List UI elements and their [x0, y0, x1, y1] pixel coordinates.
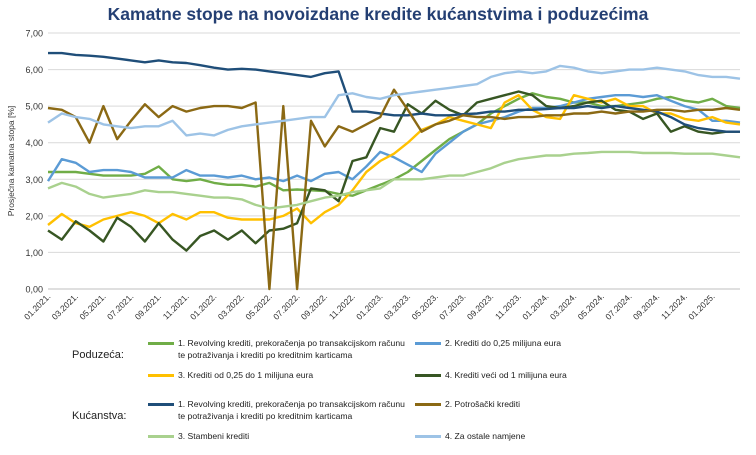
x-tick-label: 03.2021.: [50, 291, 80, 321]
y-tick-label: 6,00: [25, 65, 43, 75]
legend-swatch: [415, 342, 441, 345]
series-line-8: [47, 64, 741, 137]
y-axis-label: Prosječna kamatna stopa [%]: [6, 106, 16, 217]
legend-group-label: Poduzeća:: [72, 349, 124, 361]
x-tick-label: 01.2023.: [354, 291, 384, 321]
legend-swatch: [415, 374, 441, 377]
y-tick-label: 1,00: [25, 248, 43, 258]
series-line-6: [47, 88, 741, 291]
x-tick-label: 07.2022.: [271, 291, 301, 321]
legend-item: 4. Za ostale namjene: [445, 431, 526, 441]
series-line-7: [47, 150, 741, 210]
x-tick-label: 05.2022.: [243, 291, 273, 321]
legend-swatch: [148, 374, 174, 377]
legend-group-label: Kućanstva:: [72, 410, 127, 422]
y-tick-label: 3,00: [25, 175, 43, 185]
x-tick-label: 01.2022.: [188, 291, 218, 321]
chart-title: Kamatne stope na novoizdane kredite kuća…: [107, 4, 649, 24]
legend-swatch: [148, 435, 174, 438]
x-tick-label: 09.2024.: [631, 291, 661, 321]
legend-item: 1. Revolving krediti, prekoračenja po tr…: [178, 338, 405, 360]
series-line-4: [47, 90, 740, 252]
legend-swatch: [415, 403, 441, 406]
y-tick-label: 7,00: [25, 29, 43, 39]
series-line-3: [47, 93, 741, 229]
x-tick-label: 01.2021.: [22, 291, 52, 321]
y-tick-label: 4,00: [25, 138, 43, 148]
x-tick-label: 05.2024.: [576, 291, 606, 321]
y-tick-label: 2,00: [25, 211, 43, 221]
legend-swatch: [415, 435, 441, 438]
series-line-2: [46, 93, 741, 183]
y-tick-label: 0,00: [25, 285, 43, 295]
x-tick-label: 05.2023.: [409, 291, 439, 321]
legend-item: 3. Krediti od 0,25 do 1 milijuna eura: [178, 370, 314, 380]
x-tick-label: 01.2024.: [520, 291, 550, 321]
x-tick-label: 05.2021.: [77, 291, 107, 321]
series-line-5: [48, 51, 740, 133]
x-tick-label: 11.2024.: [659, 291, 689, 321]
legend-item: 4. Krediti veći od 1 milijuna eura: [445, 370, 567, 380]
x-tick-label: 07.2024.: [603, 291, 633, 321]
x-tick-label: 03.2024.: [548, 291, 578, 321]
x-tick-label: 07.2023.: [437, 291, 467, 321]
x-tick-label: 09.2023.: [465, 291, 495, 321]
x-tick-label: 07.2021.: [105, 291, 135, 321]
x-tick-label: 11.2021.: [161, 291, 191, 321]
x-tick-label: 01.2025.: [686, 291, 716, 321]
legend-item: 3. Stambeni krediti: [178, 431, 250, 441]
x-tick-label: 11.2023.: [493, 291, 523, 321]
x-tick-label: 09.2021.: [133, 291, 163, 321]
x-tick-label: 03.2022.: [216, 291, 246, 321]
legend-item: 1. Revolving krediti, prekoračenja po tr…: [178, 399, 405, 421]
x-tick-label: 03.2023.: [382, 291, 412, 321]
legend-swatch: [148, 342, 174, 345]
y-tick-label: 5,00: [25, 102, 43, 112]
legend-item: 2. Potrošački krediti: [445, 399, 520, 409]
x-tick-label: 09.2022.: [299, 291, 329, 321]
x-tick-label: 11.2022.: [327, 291, 357, 321]
legend-swatch: [148, 403, 174, 406]
legend-item: 2. Krediti do 0,25 milijuna eura: [445, 338, 562, 348]
